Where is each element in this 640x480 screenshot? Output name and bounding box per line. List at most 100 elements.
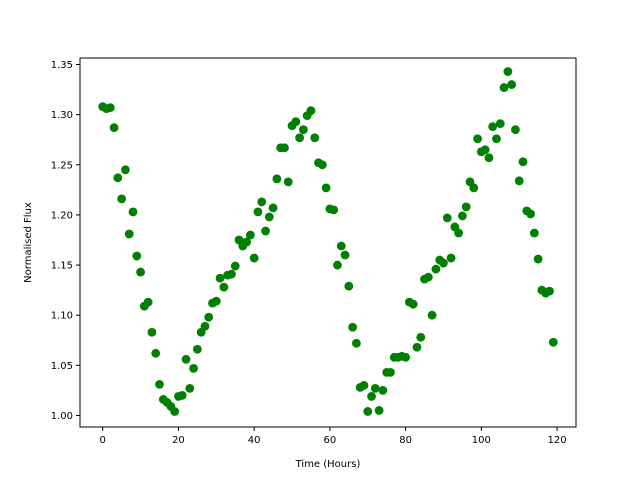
y-tick-label: 1.05: [51, 361, 73, 372]
data-point: [352, 338, 361, 348]
data-point: [423, 272, 433, 282]
y-tick-label: 1.10: [51, 311, 73, 322]
data-point: [204, 312, 214, 322]
data-point: [264, 212, 274, 222]
y-axis-ticks: 1.00 1.05 1.10 1.15 1.20 1.25 1.30 1.35: [51, 60, 80, 422]
data-point: [268, 203, 278, 213]
x-tick-label: 20: [172, 435, 185, 446]
data-point: [257, 197, 267, 207]
data-point: [499, 83, 509, 92]
data-point: [518, 157, 528, 167]
data-point: [480, 145, 490, 155]
x-axis-label: Time (Hours): [295, 459, 361, 470]
data-point: [143, 297, 153, 307]
data-point: [132, 251, 142, 261]
data-point: [507, 80, 517, 89]
data-point: [469, 183, 479, 193]
data-point: [511, 125, 520, 135]
data-point: [529, 228, 539, 238]
data-point: [367, 392, 376, 401]
data-point: [242, 237, 252, 247]
data-point: [454, 228, 464, 238]
x-tick-label: 60: [324, 435, 337, 446]
data-point: [200, 321, 210, 331]
data-point: [439, 258, 448, 268]
y-tick-label: 1.15: [51, 261, 73, 272]
data-point: [329, 205, 339, 215]
data-point: [492, 134, 501, 144]
data-point: [230, 261, 240, 271]
data-point: [215, 273, 225, 283]
data-point: [117, 194, 127, 204]
data-point: [488, 122, 498, 132]
x-tick-label: 100: [472, 435, 491, 446]
data-point: [408, 299, 418, 309]
data-point: [431, 264, 441, 274]
data-point: [458, 211, 467, 221]
data-point: [461, 202, 471, 212]
y-tick-label: 1.20: [51, 210, 73, 221]
data-point: [189, 363, 198, 373]
data-point: [473, 134, 482, 144]
data-point: [272, 174, 282, 184]
data-point: [283, 177, 293, 187]
data-point: [245, 230, 255, 240]
data-point: [105, 103, 115, 113]
data-point: [533, 254, 543, 264]
data-point: [370, 384, 380, 393]
data-point: [374, 406, 384, 415]
data-point: [359, 380, 369, 390]
data-point: [181, 354, 191, 364]
data-point: [306, 106, 316, 116]
data-point: [211, 296, 221, 306]
data-point: [503, 67, 513, 76]
y-tick-label: 1.30: [51, 110, 73, 121]
x-tick-label: 120: [548, 435, 567, 446]
data-point: [514, 176, 524, 186]
data-point: [446, 253, 456, 263]
data-point: [121, 165, 130, 175]
data-point: [253, 207, 263, 217]
data-point: [155, 379, 164, 389]
data-point: [416, 332, 426, 342]
data-point: [170, 407, 180, 416]
x-tick-label: 40: [248, 435, 261, 446]
data-point: [219, 282, 229, 292]
data-point: [401, 352, 411, 362]
data-point: [321, 183, 331, 193]
data-point: [363, 407, 373, 416]
data-point: [545, 286, 554, 296]
data-point: [185, 384, 195, 393]
data-point: [298, 125, 308, 135]
data-point: [295, 133, 304, 143]
data-point: [124, 229, 134, 239]
data-point: [386, 367, 395, 377]
data-point: [317, 160, 327, 170]
x-tick-label: 80: [399, 435, 412, 446]
data-point: [177, 391, 187, 400]
plot-frame: [79, 57, 577, 428]
data-point: [113, 173, 123, 183]
data-point: [442, 213, 452, 223]
data-point: [348, 322, 358, 332]
y-tick-label: 1.35: [51, 60, 73, 71]
data-point: [136, 267, 145, 277]
data-point: [495, 119, 505, 129]
x-axis-ticks: 0 20 40 60 80 100 120: [100, 427, 567, 446]
data-point: [526, 209, 535, 219]
data-point: [310, 133, 320, 143]
x-tick-label: 0: [100, 435, 106, 446]
data-point: [192, 344, 202, 354]
data-point: [378, 386, 388, 395]
data-point: [548, 337, 558, 347]
data-point: [280, 143, 289, 153]
data-point: [427, 310, 437, 320]
y-tick-label: 1.00: [51, 411, 73, 422]
data-point: [147, 327, 157, 337]
data-point: [412, 342, 422, 352]
data-point: [291, 117, 301, 127]
data-point: [128, 207, 138, 217]
data-point: [109, 123, 119, 133]
y-axis-label: Normalised Flux: [23, 202, 34, 283]
